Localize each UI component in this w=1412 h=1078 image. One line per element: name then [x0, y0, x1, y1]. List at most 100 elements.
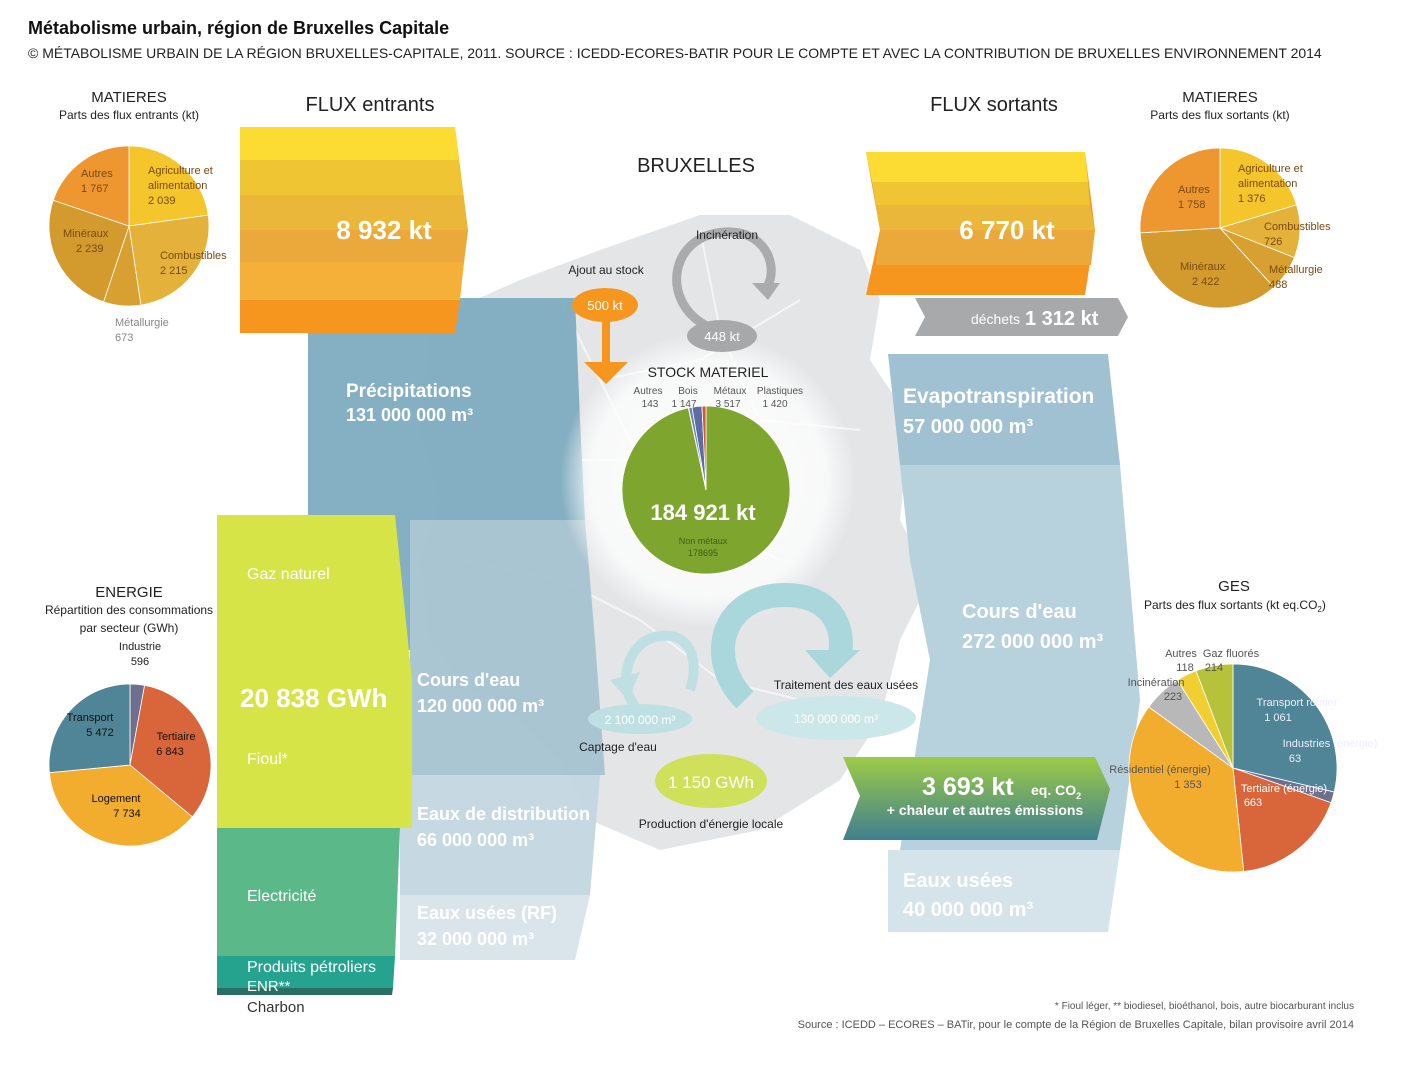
incineration-badge — [687, 320, 757, 352]
prod-locale-value: 1 150 GWh — [668, 773, 754, 792]
matieres-in-title: MATIERES — [91, 89, 167, 106]
incineration-arrowhead — [752, 283, 780, 300]
ges-slice-3 — [1128, 706, 1245, 873]
flux-out-band-4 — [876, 230, 1095, 265]
usees-out-label: Eaux usées — [903, 870, 1013, 892]
prod-locale-badge — [655, 754, 767, 808]
ges-slice-2 — [1232, 767, 1332, 872]
mo-value-agri: 1 376 — [1238, 193, 1266, 205]
mo-value-comb: 726 — [1264, 236, 1282, 248]
ges-box-line2: + chaleur et autres émissions — [887, 802, 1084, 818]
ges-value-incineration: 223 — [1164, 691, 1182, 703]
energie-value-tertiaire: 6 843 — [156, 746, 184, 758]
ges-slice-6 — [1195, 663, 1234, 769]
stock-value-bois: 1 147 — [671, 399, 696, 410]
incineration-label: Incinération — [696, 228, 758, 242]
energie-label-transport: Transport — [67, 712, 114, 724]
stock-label-metaux: Métaux — [714, 386, 747, 397]
cours-out-label: Cours d'eau — [962, 601, 1077, 623]
energie-slice-3 — [48, 683, 131, 774]
energy-gaz-label: Gaz naturel — [247, 566, 330, 583]
energy-charbon-band — [217, 988, 393, 995]
stock-slice-4 — [701, 405, 707, 491]
flux-out-band-3 — [876, 205, 1095, 230]
captage-label: Captage d'eau — [579, 740, 657, 754]
matieres-in-slice-4 — [52, 145, 130, 227]
matieres-out-title: MATIERES — [1182, 89, 1258, 106]
matieres-out-slice-3 — [1139, 227, 1275, 309]
distribution-label: Eaux de distribution — [417, 804, 590, 824]
usees-out-value: 40 000 000 m³ — [903, 899, 1033, 921]
mo-value-metal: 488 — [1269, 279, 1287, 291]
mi-label-metal: Métallurgie — [115, 317, 169, 329]
ges-label-autres: Autres — [1165, 648, 1197, 660]
energie-slice-2 — [48, 764, 193, 847]
pie-ges — [1128, 663, 1338, 873]
ajout-value: 500 kt — [587, 298, 623, 313]
stock-label-plastiques: Plastiques — [757, 386, 803, 397]
flux-out-band-1 — [866, 152, 1088, 182]
ges-value-transport: 1 061 — [1264, 712, 1292, 724]
matieres-out-slice-4 — [1139, 147, 1221, 234]
flux-out-title: FLUX sortants — [930, 94, 1058, 116]
energie-subtitle-1: Répartition des consommations — [45, 603, 213, 617]
evapo-value: 57 000 000 m³ — [903, 416, 1033, 438]
ges-label-gazfluores: Gaz fluorés — [1203, 648, 1260, 660]
cours-eau-in-band — [410, 520, 605, 775]
stock-value-nonmetaux: 178695 — [688, 548, 718, 558]
ges-box-value: 3 693 kt — [922, 773, 1014, 801]
energy-enr-label: ENR** — [247, 978, 291, 995]
flux-out-band-2 — [872, 182, 1090, 205]
ges-value-industries: 63 — [1289, 753, 1301, 765]
stock-title: STOCK MATERIEL — [648, 364, 769, 380]
ges-arrow — [843, 757, 1110, 840]
ges-box-unit: eq. CO2 — [1031, 782, 1081, 801]
pie-matieres-in — [48, 145, 210, 307]
evapo-band — [888, 354, 1120, 465]
traitement-label: Traitement des eaux usées — [774, 678, 918, 692]
flux-in-band-1 — [240, 127, 459, 160]
incineration-value: 448 kt — [704, 329, 740, 344]
pie-matieres-out — [1139, 147, 1301, 309]
mi-value-agri: 2 039 — [148, 195, 176, 207]
traitement-arrowhead — [805, 650, 860, 678]
energie-label-tertiaire: Tertiaire — [156, 731, 195, 743]
mo-label-autres: Autres — [1178, 184, 1210, 196]
cours-in-label: Cours d'eau — [417, 670, 520, 690]
mo-value-autres: 1 758 — [1178, 199, 1206, 211]
ges-value-residentiel: 1 353 — [1174, 779, 1202, 791]
cours-out-value: 272 000 000 m³ — [962, 631, 1104, 653]
matieres-in-subtitle: Parts des flux entrants (kt) — [59, 108, 199, 122]
stock-value-autres: 143 — [642, 399, 659, 410]
energie-value-transport: 5 472 — [86, 727, 114, 739]
mi-label-comb: Combustibles — [160, 250, 227, 262]
source: Source : ICEDD – ECORES – BATir, pour le… — [798, 1019, 1354, 1031]
dechets-label: déchets — [971, 311, 1020, 327]
mi-label-min: Minéraux — [63, 228, 109, 240]
pie-stock — [621, 405, 791, 575]
flux-in-value: 8 932 kt — [336, 215, 432, 245]
cours-eau-out-band — [900, 465, 1140, 850]
city-label: BRUXELLES — [637, 155, 755, 177]
stock-value-plastiques: 1 420 — [762, 399, 787, 410]
mi-label-agri: Agriculture et — [148, 165, 213, 177]
energy-charbon-label: Charbon — [247, 999, 305, 1016]
energie-subtitle-2: par secteur (GWh) — [80, 621, 179, 635]
usees-rf-label: Eaux usées (RF) — [417, 903, 557, 923]
precip-value: 131 000 000 m³ — [346, 405, 473, 425]
ges-subtitle: Parts des flux sortants (kt eq.CO2) — [1144, 598, 1326, 614]
energy-gaz-fioul-band — [217, 515, 412, 828]
page-credit: © MÉTABOLISME URBAIN DE LA RÉGION BRUXEL… — [28, 45, 1322, 61]
mi-value-min: 2 239 — [76, 243, 104, 255]
energie-title: ENERGIE — [95, 584, 163, 601]
flux-in-band-3 — [240, 195, 468, 230]
energie-value-industrie: 596 — [131, 656, 149, 668]
energy-petrol-band — [217, 956, 395, 988]
energy-fioul-label: Fioul* — [247, 751, 288, 768]
distribution-band — [400, 775, 600, 895]
stock-value-metaux: 3 517 — [715, 399, 740, 410]
flux-out-value: 6 770 kt — [959, 215, 1055, 245]
ajout-arrow-shaft — [602, 320, 610, 368]
ajout-badge — [572, 288, 638, 322]
